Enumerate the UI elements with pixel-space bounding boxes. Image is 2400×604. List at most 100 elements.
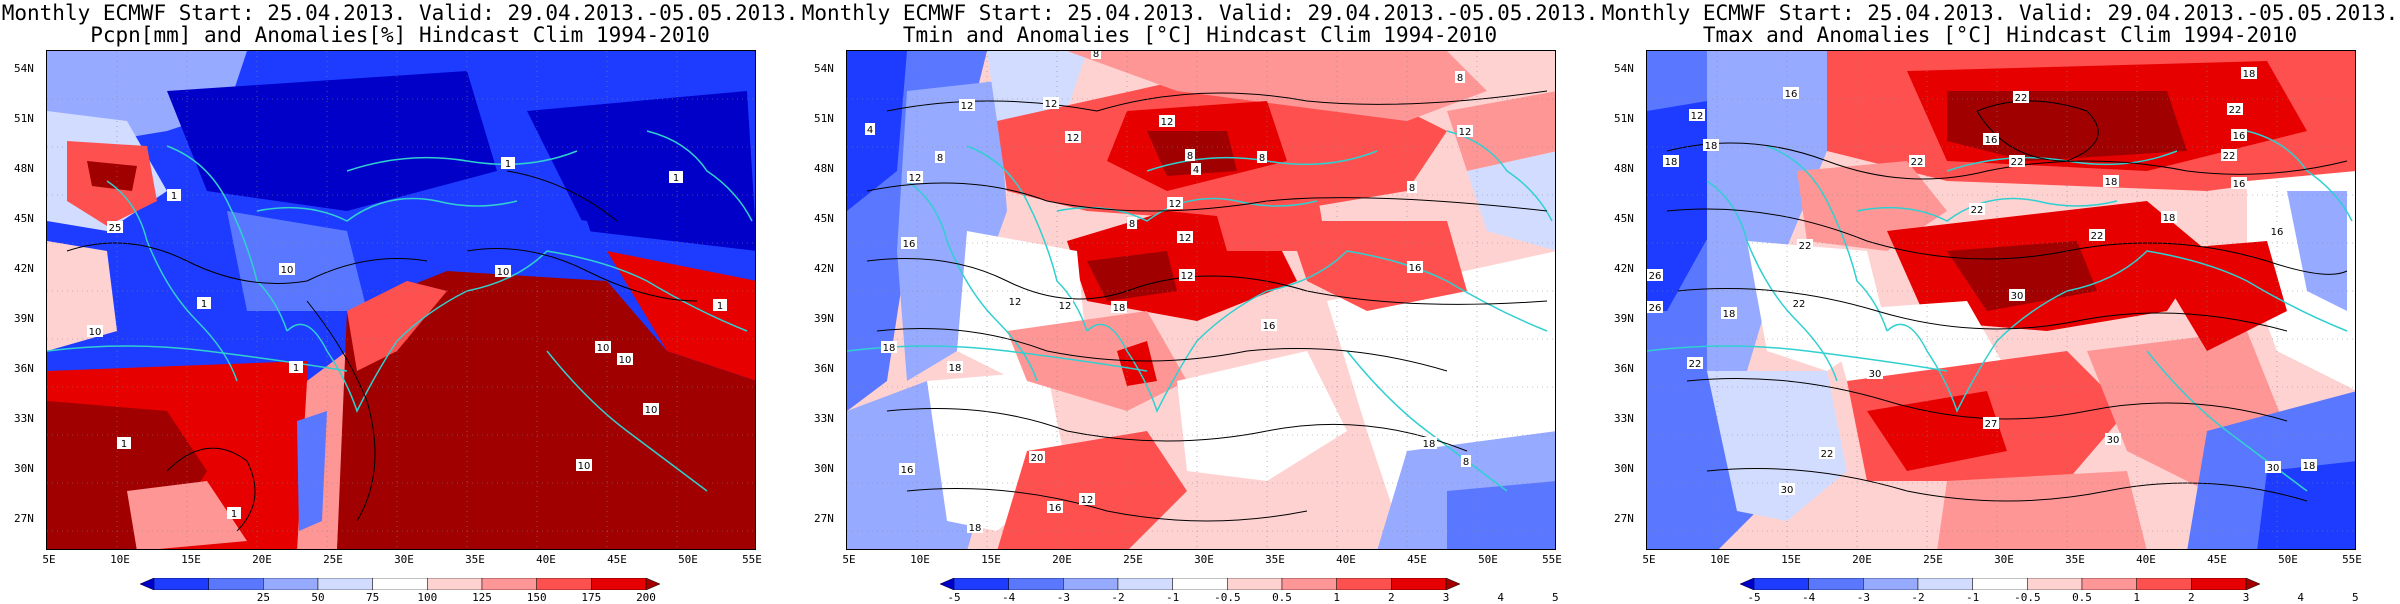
colorbar-label: -4 <box>1002 591 1016 604</box>
svg-text:10: 10 <box>281 265 294 276</box>
lat-tick: 30N <box>1614 462 1634 475</box>
svg-text:18: 18 <box>1723 309 1736 320</box>
contour-label: 8 <box>1185 149 1195 162</box>
colorbar-box <box>153 578 209 590</box>
contour-label: 22 <box>2221 149 2237 162</box>
contour-label: 12 <box>1007 295 1023 308</box>
svg-text:26: 26 <box>1649 303 1662 314</box>
svg-text:16: 16 <box>2233 179 2246 190</box>
colorbar <box>1740 578 2260 590</box>
contour-label: 10 <box>495 265 511 278</box>
map-tmax[interactable]: 18 16 22 22 12 18 16 22 18 22 16 22 16 1… <box>1646 50 2356 550</box>
svg-text:8: 8 <box>1187 151 1193 162</box>
svg-text:22: 22 <box>2223 151 2236 162</box>
svg-text:16: 16 <box>1785 89 1798 100</box>
svg-text:18: 18 <box>949 363 962 374</box>
lat-tick: 45N <box>1614 212 1634 225</box>
lon-tick: 55E <box>1542 553 1562 566</box>
svg-text:30: 30 <box>2267 463 2280 474</box>
map-precipitation[interactable]: 1 1 10 25 10 1 1 10 10 10 1 1 1 10 1 10 <box>46 50 756 550</box>
lat-tick: 36N <box>14 362 34 375</box>
svg-text:10: 10 <box>89 327 102 338</box>
svg-text:1: 1 <box>201 299 207 310</box>
colorbar-box <box>1391 578 1447 590</box>
colorbar-label: 100 <box>417 591 438 604</box>
svg-text:8: 8 <box>1259 153 1265 164</box>
lat-tick: 30N <box>14 462 34 475</box>
contour-label: 18 <box>2301 459 2317 472</box>
panel-title-line2: Pcpn[mm] and Anomalies[%] Hindcast Clim … <box>90 23 710 47</box>
contour-label: 8 <box>1407 181 1417 194</box>
svg-text:22: 22 <box>2011 157 2024 168</box>
contour-label: 22 <box>2009 155 2025 168</box>
colorbar-label: -4 <box>1802 591 1816 604</box>
contour-label: 20 <box>1029 451 1045 464</box>
colorbar-label: -0.5 <box>2014 591 2041 604</box>
svg-text:12: 12 <box>909 173 922 184</box>
contour-label: 10 <box>595 341 611 354</box>
svg-text:30: 30 <box>2011 291 2024 302</box>
colorbar-high-end <box>1445 578 1460 590</box>
svg-text:12: 12 <box>1045 99 1058 110</box>
colorbar-high-end <box>2245 578 2260 590</box>
colorbar-high-end <box>645 578 660 590</box>
colorbar-label: -0.5 <box>1214 591 1241 604</box>
contour-label: 12 <box>1065 131 1081 144</box>
lon-tick: 30E <box>1994 553 2014 566</box>
svg-text:22: 22 <box>1799 241 1812 252</box>
colorbar-box <box>208 578 264 590</box>
contour-label: 16 <box>1261 319 1277 332</box>
contour-label: 16 <box>2231 177 2247 190</box>
contour-label: 30 <box>2105 433 2121 446</box>
colorbar-label: -1 <box>1966 591 1980 604</box>
contour-label: 16 <box>901 237 917 250</box>
svg-text:25: 25 <box>109 223 122 234</box>
lat-tick: 51N <box>14 112 34 125</box>
colorbar-label: -3 <box>1056 591 1070 604</box>
colorbar-box <box>1972 578 2028 590</box>
colorbar <box>140 578 660 590</box>
svg-text:18: 18 <box>2163 213 2176 224</box>
svg-text:1: 1 <box>673 173 679 184</box>
colorbar-label: 1 <box>1333 591 1340 604</box>
contour-label: 16 <box>2269 225 2285 238</box>
lat-tick: 51N <box>814 112 834 125</box>
colorbar-label: -2 <box>1911 591 1925 604</box>
contour-label: 16 <box>899 463 915 476</box>
colorbar-label: 5 <box>1552 591 1559 604</box>
svg-text:10: 10 <box>645 405 658 416</box>
colorbar-box <box>1172 578 1228 590</box>
svg-text:16: 16 <box>1985 135 1998 146</box>
svg-text:18: 18 <box>2243 69 2256 80</box>
colorbar-label: 75 <box>366 591 380 604</box>
contour-label: 18 <box>2161 211 2177 224</box>
svg-text:1: 1 <box>171 191 177 202</box>
colorbar-box <box>1063 578 1119 590</box>
lon-tick: 50E <box>1478 553 1498 566</box>
panel-tmax: Monthly ECMWF Start: 25.04.2013. Valid: … <box>1600 0 2400 604</box>
svg-text:22: 22 <box>1793 299 1806 310</box>
svg-text:8: 8 <box>1463 457 1469 468</box>
lon-tick: 40E <box>2136 553 2156 566</box>
lat-tick: 42N <box>14 262 34 275</box>
lat-tick: 27N <box>814 512 834 525</box>
lat-tick: 45N <box>14 212 34 225</box>
panel-tmin: Monthly ECMWF Start: 25.04.2013. Valid: … <box>800 0 1600 604</box>
colorbar-box <box>263 578 319 590</box>
svg-text:18: 18 <box>2105 177 2118 188</box>
svg-text:10: 10 <box>619 355 632 366</box>
colorbar-label: 5 <box>2352 591 2359 604</box>
contour-label: 8 <box>1091 51 1101 60</box>
lat-tick: 48N <box>14 162 34 175</box>
map-tmin[interactable]: 8 8 4 12 12 12 12 12 8 8 4 12 16 12 12 8… <box>846 50 1556 550</box>
contour-label: 27 <box>1983 417 1999 430</box>
svg-text:4: 4 <box>867 125 873 136</box>
contour-label: 22 <box>1797 239 1813 252</box>
colorbar-box <box>1753 578 1809 590</box>
panel-title-line1: Monthly ECMWF Start: 25.04.2013. Valid: … <box>801 1 1599 25</box>
colorbar-label: -1 <box>1166 591 1180 604</box>
lat-tick: 27N <box>1614 512 1634 525</box>
contour-label: 12 <box>1057 299 1073 312</box>
contour-label: 22 <box>2013 91 2029 104</box>
lat-tick: 27N <box>14 512 34 525</box>
